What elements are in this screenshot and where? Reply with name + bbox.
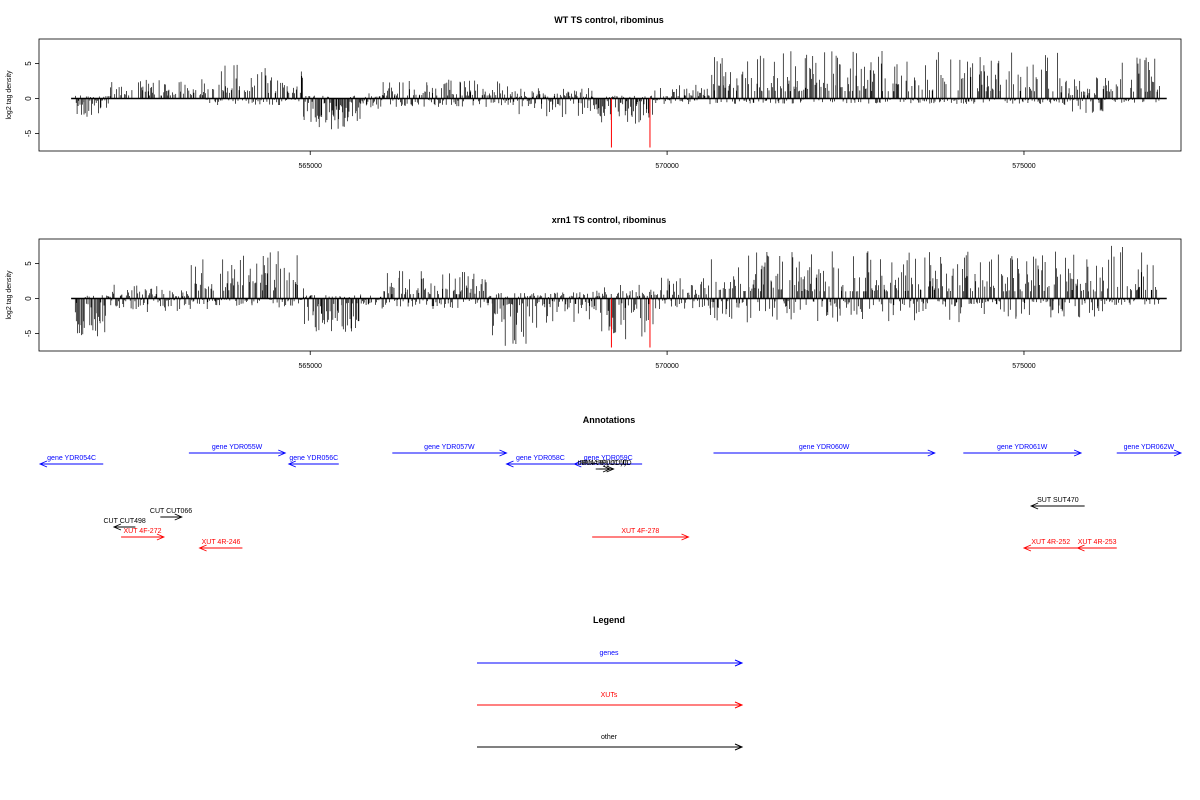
feature-label: gene YDR056C — [289, 455, 338, 462]
feature-arrowhead — [1073, 449, 1083, 457]
annotation-feature: gene YDR055W — [188, 444, 287, 457]
x-tick-label: 565000 — [299, 163, 322, 170]
legend-arrowhead — [734, 659, 744, 667]
annotation-feature: gene YDR058C — [505, 455, 575, 468]
feature-arrowhead — [156, 533, 166, 541]
feature-label: gene YDR059C — [584, 455, 633, 462]
plot-frame — [38, 238, 1182, 352]
feature-label: XUT 4R-253 — [1078, 539, 1117, 546]
feature-arrowhead — [1173, 449, 1183, 457]
legend-entry: other — [477, 734, 744, 751]
feature-label: XUT 4R-246 — [202, 539, 241, 546]
annotation-feature: CUT CUT498 — [104, 518, 146, 531]
annotation-feature: gene YDR061W — [963, 444, 1083, 457]
legend-title: Legend — [593, 615, 625, 625]
y-tick-label: -5 — [24, 329, 33, 337]
y-axis: -5 0 5 — [24, 261, 39, 337]
x-axis: 565000 570000 575000 — [299, 151, 1036, 170]
feature-arrowhead — [681, 533, 690, 541]
feature-label: gene YDR061W — [997, 444, 1048, 451]
panel-wt: WT TS control, ribominus 565000 570000 575… — [6, 15, 1182, 170]
annotation-feature: gene YDR057W — [392, 444, 508, 457]
feature-arrowhead — [606, 465, 615, 473]
x-tick-label: 565000 — [299, 363, 322, 370]
feature-arrowhead — [927, 449, 936, 457]
feature-label: SUT SUT470 — [1037, 497, 1079, 504]
y-axis: -5 0 5 — [24, 61, 39, 137]
y-tick-label: 0 — [24, 296, 33, 301]
feature-arrowhead — [505, 460, 514, 468]
feature-arrowhead — [1076, 544, 1085, 552]
feature-arrowhead — [38, 460, 48, 468]
y-tick-label: -5 — [24, 129, 33, 137]
annotation-feature: gene YDR062W — [1116, 444, 1183, 457]
y-axis-label: log2 tag density — [6, 270, 13, 320]
feature-arrowhead — [287, 460, 296, 468]
legend-arrowhead — [734, 743, 744, 751]
annotation-feature: gene YDR056C — [287, 455, 339, 468]
feature-label: XUT 4R-252 — [1031, 539, 1070, 546]
annotation-feature: CUT CUT066 — [150, 508, 192, 521]
panel-bars — [71, 51, 1167, 130]
legend-label: XUTs — [601, 692, 618, 699]
plot-frame — [38, 38, 1182, 152]
annotation-feature: gene YDR054C — [38, 455, 104, 468]
panel-xrn1: xrn1 TS control, ribominus 565000 570000 5… — [6, 215, 1182, 370]
annotation-feature: XUT 4F-272 — [121, 528, 166, 541]
feature-label: gene YDR054C — [47, 455, 96, 462]
annotation-feature: tRNA tR(UCU)D — [581, 460, 632, 473]
feature-label: gene YDR057W — [424, 444, 475, 451]
y-tick-label: 5 — [24, 61, 33, 66]
feature-arrowhead — [1029, 502, 1039, 510]
x-tick-label: 570000 — [655, 363, 678, 370]
annotation-feature: XUT 4R-253 — [1076, 539, 1117, 552]
y-tick-label: 5 — [24, 261, 33, 266]
panel-bars — [71, 245, 1167, 346]
feature-label: CUT CUT066 — [150, 508, 192, 515]
feature-arrowhead — [499, 449, 508, 457]
legend-arrowhead — [734, 701, 744, 709]
feature-arrowhead — [1022, 544, 1032, 552]
feature-label: gene YDR060W — [799, 444, 850, 451]
annotation-feature: SUT SUT470 — [1029, 497, 1085, 510]
feature-label: CUT CUT498 — [104, 518, 146, 525]
feature-arrowhead — [573, 460, 582, 468]
feature-label: XUT 4F-278 — [621, 528, 659, 535]
panel-title: WT TS control, ribominus — [554, 15, 664, 25]
legend-entry: genes — [477, 650, 744, 667]
feature-label: gene YDR058C — [516, 455, 565, 462]
feature-arrowhead — [112, 523, 122, 531]
annotation-feature: gene YDR060W — [713, 444, 936, 457]
annotation-feature: gene YDR059C — [573, 455, 643, 468]
feature-label: gene YDR055W — [212, 444, 263, 451]
feature-label: tRNA tR(UCU)D — [581, 460, 631, 467]
legend-label: other — [601, 734, 618, 741]
annotations-title: Annotations — [583, 415, 636, 425]
x-axis: 565000 570000 575000 — [299, 351, 1036, 370]
annotation-items: gene YDR054C gene YDR055W gene YDR056C gene… — [38, 444, 1183, 552]
annotation-feature: XUT 4R-246 — [198, 539, 243, 552]
y-axis-label: log2 tag density — [6, 70, 13, 120]
feature-arrowhead — [174, 513, 183, 521]
feature-arrowhead — [278, 449, 287, 457]
feature-label: XUT 4F-272 — [123, 528, 161, 535]
annotation-feature: XUT 4R-252 — [1022, 539, 1078, 552]
legend-entry: XUTs — [477, 692, 744, 709]
x-tick-label: 575000 — [1012, 163, 1035, 170]
legend-label: genes — [599, 650, 619, 657]
panel-highlights — [610, 298, 651, 348]
legend: Legend genes XUTs other — [477, 615, 744, 751]
legend-items: genes XUTs other — [477, 650, 744, 751]
panel-title: xrn1 TS control, ribominus — [552, 215, 667, 225]
x-tick-label: 570000 — [655, 163, 678, 170]
feature-label: tRNA tR(UCU)D — [578, 460, 628, 467]
panel-highlights — [610, 98, 651, 148]
feature-arrowhead — [198, 544, 207, 552]
y-tick-label: 0 — [24, 96, 33, 101]
feature-label: gene YDR062W — [1124, 444, 1175, 451]
annotation-feature: XUT 4F-278 — [592, 528, 690, 541]
x-tick-label: 575000 — [1012, 363, 1035, 370]
